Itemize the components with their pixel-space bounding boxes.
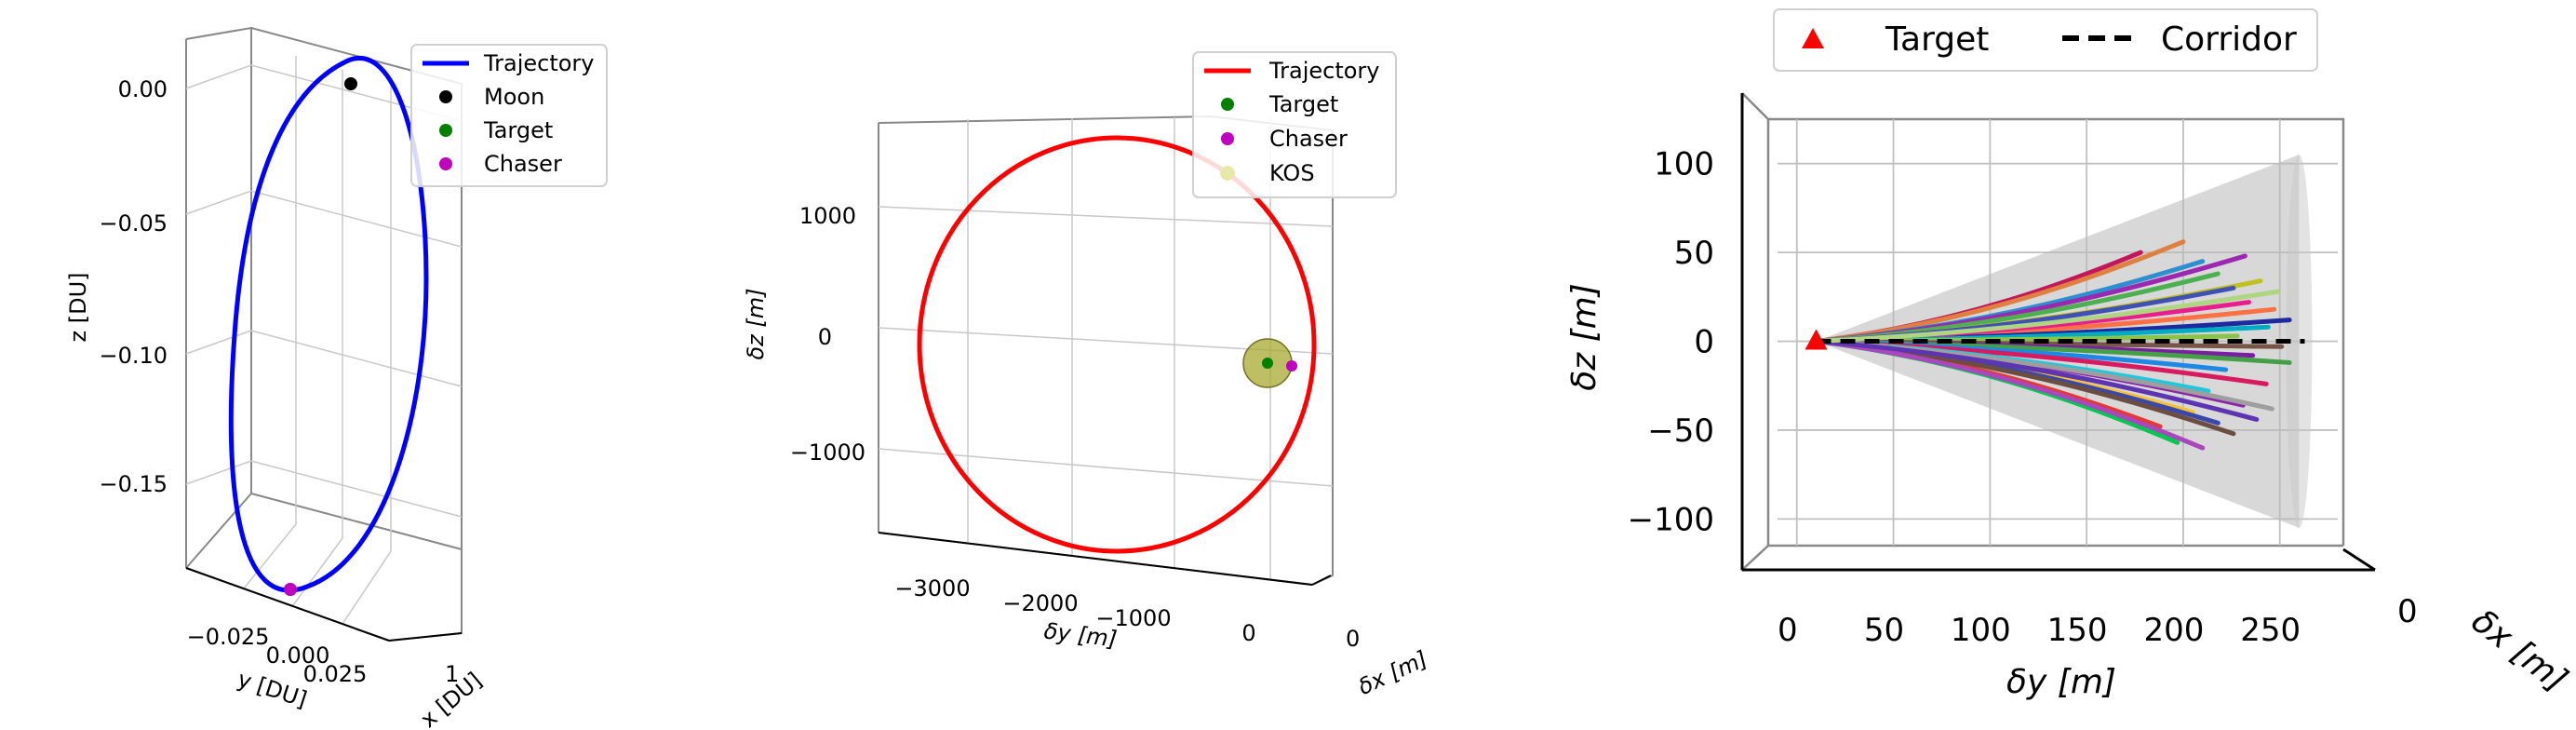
panel-orbit-grid — [185, 56, 463, 625]
zaxis-label: δz [m] — [1565, 283, 1603, 391]
trajectory-line — [1814, 339, 2260, 423]
zaxis-label: δz [m] — [743, 288, 769, 359]
panel-orbit-axes — [185, 567, 463, 642]
series-trajectory — [917, 135, 1317, 554]
panel-approach-corridor: 0 50 100 150 200 250 100 50 0 −50 −100 δy [m] δz … — [1565, 8, 2574, 701]
panel-corridor-axes — [1740, 93, 2376, 572]
legend-label: Moon — [484, 84, 544, 110]
legend-swatch-dot — [1221, 98, 1234, 111]
ytick-label: −0.025 — [187, 624, 270, 650]
ztick-label: 0.00 — [118, 76, 168, 102]
panel-corridor-ztick-labels: 100 50 0 −50 −100 — [1628, 146, 1714, 539]
point-target — [1262, 358, 1273, 369]
ztick-label: 50 — [1674, 235, 1714, 272]
legend-label: Trajectory — [483, 50, 595, 76]
legend-swatch-dot — [439, 157, 452, 170]
panel-relative-ztick-labels: 1000 0 −1000 — [790, 203, 865, 466]
panel-orbit-ytick-labels: −0.025 0.000 0.025 — [187, 624, 368, 687]
legend-label: Trajectory — [1268, 58, 1380, 84]
ztick-label: −0.10 — [99, 343, 168, 369]
legend-label: KOS — [1269, 160, 1315, 186]
yaxis-label: y [DU] — [235, 666, 311, 712]
xtick-label: −2000 — [1002, 590, 1078, 616]
legend-swatch-triangle — [1802, 28, 1824, 48]
legend-label: Chaser — [1269, 126, 1348, 152]
point-chaser — [1286, 360, 1297, 372]
zaxis-label: z [DU] — [65, 273, 91, 343]
panel-orbit: 0.00 −0.05 −0.10 −0.15 z [DU] −0.025 0.0… — [65, 26, 608, 730]
trajectory-line — [1814, 339, 2206, 451]
yaxis-label: δx [m] — [1354, 645, 1431, 700]
ztick-label: 0 — [1694, 324, 1714, 361]
xtick-label: 250 — [2240, 612, 2301, 649]
panel-corridor-xtick-labels: 0 50 100 150 200 250 — [1778, 612, 2301, 649]
legend-swatch-dot — [1220, 166, 1235, 181]
target-marker — [1805, 329, 1828, 350]
panel-relative-orbit: 1000 0 −1000 δz [m] −3000 −2000 −1000 0 … — [743, 51, 1431, 700]
xtick-label: 0 — [1778, 612, 1798, 649]
panel-orbit-ztick-labels: 0.00 −0.05 −0.10 −0.15 — [99, 76, 168, 497]
legend-swatch-dot — [439, 90, 452, 103]
legend: Trajectory Target Chaser KOS — [1192, 51, 1397, 198]
legend: Target Corridor — [1773, 8, 2318, 72]
xaxis-label: δy [m] — [2006, 663, 2116, 701]
legend-swatch-dot — [439, 124, 452, 137]
ztick-label: −1000 — [790, 439, 865, 466]
panel-relative-axes — [878, 532, 1332, 586]
ytick-label: 0.000 — [266, 642, 330, 669]
trajectory-line — [1814, 289, 2281, 345]
panel-relative-xtick-labels: −3000 −2000 −1000 0 — [894, 575, 1255, 646]
trajectory-line — [1814, 239, 2186, 345]
point-chaser — [284, 583, 297, 596]
legend-label: Target — [483, 117, 553, 143]
ztick-label: −0.05 — [99, 210, 168, 237]
legend-swatch-dot — [1221, 132, 1234, 145]
xtick-label: −1000 — [1095, 605, 1171, 631]
series-trajectory — [228, 56, 429, 593]
ztick-label: −100 — [1628, 501, 1714, 538]
legend-label: Corridor — [2161, 20, 2297, 59]
ztick-label: 1000 — [799, 203, 856, 229]
xtick-label: 100 — [1951, 612, 2011, 649]
ztick-label: −0.15 — [99, 471, 168, 497]
ztick-label: 100 — [1654, 146, 1714, 183]
xtick-label: 0 — [1241, 620, 1255, 646]
xtick-label: −3000 — [894, 575, 970, 602]
legend-label: Target — [1885, 20, 1989, 59]
xtick-label: 1 — [445, 661, 459, 687]
xtick-label: 50 — [1864, 612, 1904, 649]
ytick-label: 0.025 — [303, 661, 368, 687]
ztick-label: −50 — [1647, 412, 1714, 450]
approach-cone-cap — [2286, 155, 2313, 528]
xtick-label: 200 — [2143, 612, 2204, 649]
legend-label: Target — [1268, 91, 1338, 117]
point-moon — [344, 77, 357, 90]
xtick-label: 150 — [2047, 612, 2108, 649]
yaxis-label: δx [m] — [2464, 602, 2574, 699]
legend: Trajectory Moon Target Chaser — [410, 44, 608, 187]
legend-label: Chaser — [484, 151, 562, 177]
ztick-label: 0 — [818, 324, 832, 350]
ytick-label: 0 — [1346, 626, 1360, 652]
ytick-label: 0 — [2397, 593, 2418, 630]
approach-cone — [1816, 155, 2300, 528]
